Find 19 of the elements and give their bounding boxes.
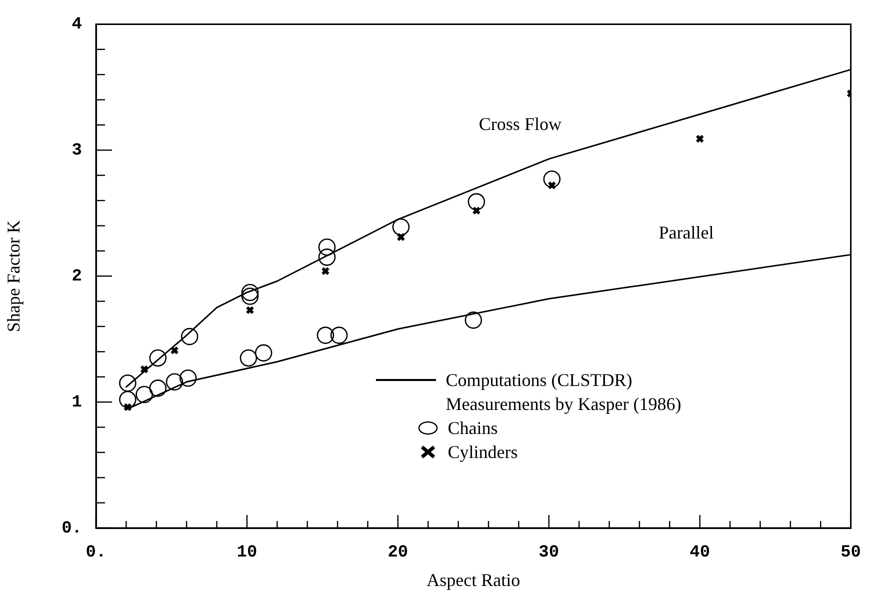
legend-label: Cylinders: [448, 442, 518, 462]
x-tick-label: 10: [236, 543, 258, 562]
y-axis-title: Shape Factor K: [4, 220, 24, 332]
x-axis-title: Aspect Ratio: [426, 570, 520, 590]
legend-title: Measurements by Kasper (1986): [446, 394, 682, 414]
y-tick-label: 0.: [62, 519, 82, 538]
y-tick-label: 1: [72, 393, 82, 412]
legend-label: Computations (CLSTDR): [446, 370, 632, 390]
x-tick-label: 50: [840, 543, 861, 562]
annotation: Parallel: [658, 222, 714, 242]
x-tick-label: 0.: [86, 543, 106, 562]
y-tick-label: 3: [72, 141, 82, 160]
y-tick-label: 2: [72, 267, 82, 286]
annotation: Cross Flow: [478, 114, 562, 134]
x-tick-label: 20: [388, 543, 408, 562]
x-tick-label: 30: [538, 543, 560, 562]
x-tick-label: 40: [690, 543, 710, 562]
legend-label: Chains: [448, 418, 498, 438]
y-tick-label: 4: [72, 15, 82, 34]
